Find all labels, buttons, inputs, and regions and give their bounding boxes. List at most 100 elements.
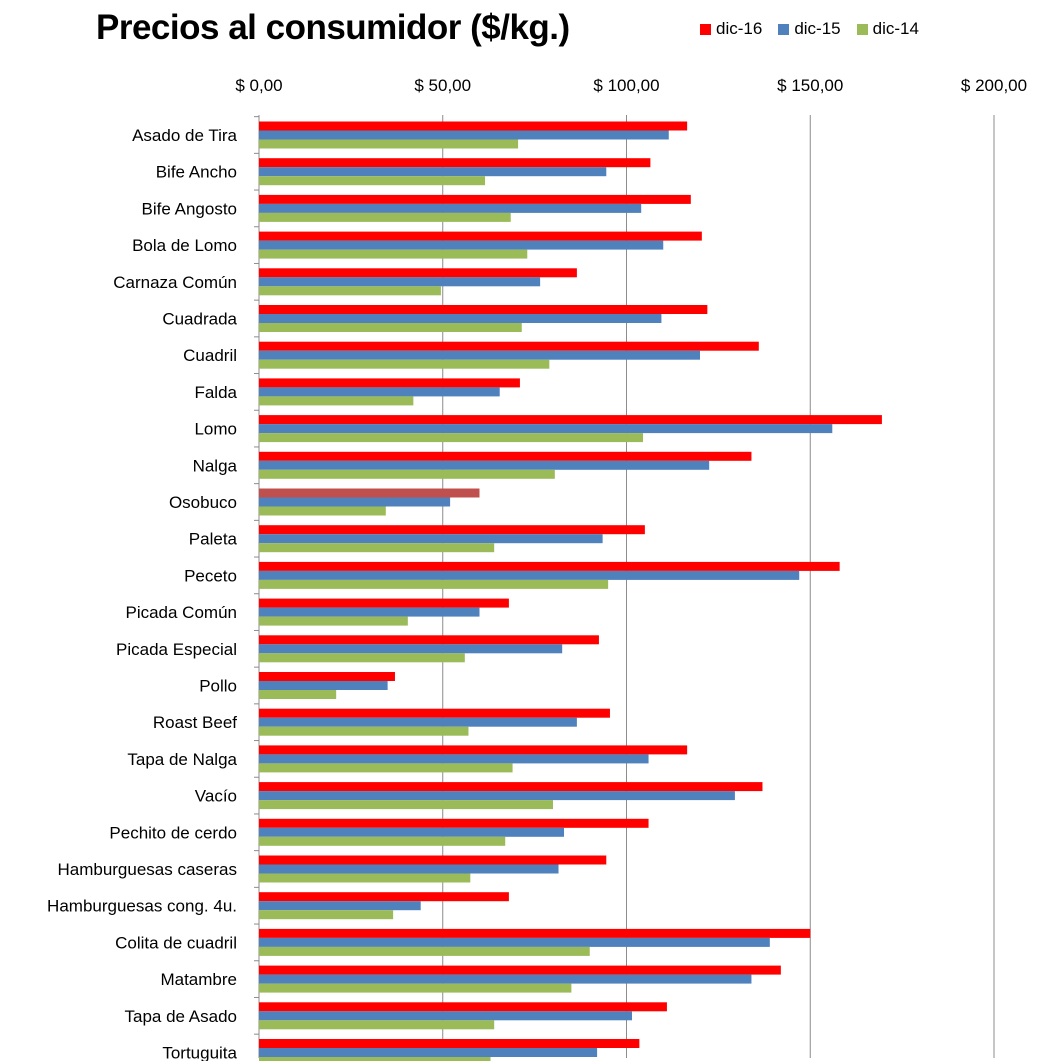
bar-dic-16 [259, 415, 882, 425]
category-label: Osobuco [169, 493, 237, 512]
bar-dic-15 [259, 1011, 633, 1021]
bar-dic-16 [259, 1039, 640, 1048]
bar-dic-15 [259, 534, 603, 544]
bar-dic-14 [259, 1020, 495, 1030]
bar-dic-15 [259, 130, 669, 140]
bar-dic-14 [259, 176, 486, 186]
legend-swatch [856, 23, 868, 35]
bar-dic-15 [259, 1048, 598, 1057]
category-label: Vacío [195, 787, 237, 806]
category-label: Nalga [193, 456, 238, 475]
category-label: Bola de Lomo [132, 236, 237, 255]
bar-dic-14 [259, 690, 337, 699]
x-tick-label: $ 150,00 [777, 76, 843, 95]
bar-dic-15 [259, 681, 388, 690]
bar-dic-15 [259, 167, 607, 177]
category-label: Colita de cuadril [115, 933, 237, 952]
bar-dic-15 [259, 424, 833, 434]
x-tick-label: $ 0,00 [235, 76, 282, 95]
bar-dic-16 [259, 305, 708, 314]
bar-dic-15 [259, 240, 664, 250]
bar-dic-16 [259, 782, 763, 792]
bar-dic-16 [259, 231, 702, 241]
category-label: Cuadrada [162, 310, 237, 329]
legend-item-dic-15: dic-15 [778, 19, 841, 39]
bar-dic-14 [259, 763, 513, 773]
category-label: Asado de Tira [132, 126, 237, 145]
category-label: Peceto [184, 566, 237, 585]
x-tick-label: $ 200,00 [961, 76, 1027, 95]
legend-label: dic-16 [716, 19, 763, 38]
chart-legend: dic-16 dic-15 dic-14 [700, 19, 935, 39]
category-label: Tortuguita [162, 1044, 237, 1061]
category-label: Bife Angosto [142, 199, 237, 218]
bar-dic-14 [259, 323, 522, 332]
bar-dic-14 [259, 653, 465, 663]
legend-item-dic-16: dic-16 [700, 19, 762, 39]
bar-dic-15 [259, 570, 800, 580]
bar-dic-16 [259, 525, 645, 535]
bar-dic-14 [259, 579, 609, 589]
bar-dic-14 [259, 910, 394, 920]
bar-dic-16 [259, 745, 688, 755]
bar-dic-15 [259, 460, 710, 470]
bar-dic-14 [259, 359, 550, 369]
bar-dic-16 [259, 341, 759, 351]
bar-dic-14 [259, 396, 414, 406]
category-label: Lomo [194, 420, 237, 439]
legend-swatch [778, 23, 790, 35]
bar-dic-14 [259, 433, 644, 443]
bar-dic-14 [259, 139, 519, 149]
bar-dic-16 [259, 158, 651, 168]
bar-dic-15 [259, 864, 559, 874]
bar-dic-16 [259, 121, 688, 131]
bar-dic-15 [259, 277, 541, 287]
bar-dic-14 [259, 286, 441, 296]
bar-dic-16 [259, 672, 395, 681]
bar-dic-16 [259, 488, 480, 498]
category-label: Falda [194, 383, 237, 402]
legend-label: dic-15 [794, 19, 841, 38]
bar-dic-16 [259, 598, 509, 608]
bar-dic-16 [259, 818, 649, 828]
legend-label: dic-14 [872, 19, 919, 38]
bar-dic-15 [259, 901, 421, 911]
bar-dic-15 [259, 497, 451, 507]
bar-dic-16 [259, 561, 840, 571]
bar-dic-15 [259, 937, 770, 947]
bar-dic-14 [259, 800, 553, 810]
bar-dic-16 [259, 928, 811, 938]
chart-title: Precios al consumidor ($/kg.) [96, 8, 570, 47]
bar-dic-15 [259, 314, 662, 323]
bar-dic-16 [259, 378, 520, 388]
bar-dic-15 [259, 717, 577, 727]
category-label: Paleta [189, 530, 238, 549]
category-label: Bife Ancho [156, 163, 237, 182]
bar-dic-15 [259, 387, 500, 397]
bar-dic-14 [259, 469, 555, 479]
category-label: Hamburguesas caseras [57, 860, 237, 879]
bar-dic-16 [259, 268, 577, 278]
bar-dic-14 [259, 873, 471, 883]
bar-dic-14 [259, 946, 590, 956]
category-label: Hamburguesas cong. 4u. [47, 897, 237, 916]
legend-item-dic-14: dic-14 [856, 19, 919, 39]
legend-swatch [700, 23, 711, 35]
bar-dic-15 [259, 974, 752, 984]
category-label: Pollo [199, 677, 237, 696]
bar-dic-14 [259, 543, 495, 553]
x-tick-label: $ 50,00 [414, 76, 471, 95]
category-label: Pechito de cerdo [109, 823, 237, 842]
category-label: Picada Especial [116, 640, 237, 659]
bar-dic-15 [259, 791, 735, 801]
bar-dic-14 [259, 983, 572, 993]
category-label: Tapa de Nalga [127, 750, 237, 769]
category-label: Tapa de Asado [125, 1007, 237, 1026]
bar-dic-16 [259, 855, 607, 865]
bar-dic-16 [259, 1002, 667, 1012]
bar-dic-16 [259, 708, 610, 718]
category-label: Matambre [160, 970, 237, 989]
bar-dic-15 [259, 644, 563, 654]
bar-dic-16 [259, 892, 509, 902]
